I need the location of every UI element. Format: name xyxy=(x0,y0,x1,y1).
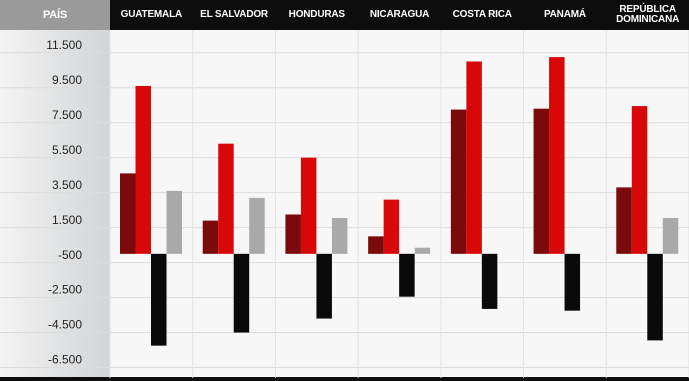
header-band xyxy=(0,0,689,30)
bar xyxy=(647,253,663,341)
bar xyxy=(616,187,632,254)
bar xyxy=(533,108,550,254)
bar xyxy=(218,143,234,254)
y-tick-label: 11.500 xyxy=(46,38,82,52)
bar xyxy=(300,157,317,254)
bar xyxy=(549,57,565,254)
category-header: NICARAGUA xyxy=(369,9,430,20)
y-tick-label: 3.500 xyxy=(52,178,82,192)
header-corner xyxy=(0,0,110,30)
bar xyxy=(331,217,348,254)
y-tick-label: -4.500 xyxy=(48,318,82,332)
bar xyxy=(233,253,250,333)
bar xyxy=(414,247,431,254)
category-header: GUATEMALA xyxy=(120,9,183,20)
bar xyxy=(285,214,301,254)
bar xyxy=(662,217,679,254)
bar xyxy=(466,61,482,254)
y-tick-label: -2.500 xyxy=(48,283,82,297)
category-header: COSTA RICA xyxy=(452,9,512,20)
y-tick-label: 7.500 xyxy=(52,108,82,122)
category-header: EL SALVADOR xyxy=(200,9,268,20)
bar xyxy=(368,236,384,254)
bar xyxy=(631,106,648,254)
y-tick-label: -500 xyxy=(58,248,82,262)
bar xyxy=(450,109,467,254)
bar xyxy=(481,253,498,309)
bottom-rule xyxy=(0,377,689,381)
bar xyxy=(166,190,182,254)
bar xyxy=(399,253,415,297)
corner-label: PAÍS xyxy=(42,9,68,21)
category-header: REPÚBLICA DOMINICANA xyxy=(616,4,680,25)
bar xyxy=(202,220,219,254)
bar xyxy=(120,173,136,254)
y-tick-label: 1.500 xyxy=(52,213,82,227)
category-header: HONDURAS xyxy=(288,9,345,20)
bar xyxy=(564,253,581,311)
bar xyxy=(151,253,167,346)
bar xyxy=(135,85,151,254)
y-tick-label: 5.500 xyxy=(52,143,82,157)
bar xyxy=(383,199,400,254)
y-tick-label: 9.500 xyxy=(52,73,82,87)
bar xyxy=(249,197,265,254)
y-tick-label: -6.500 xyxy=(48,353,82,367)
bar xyxy=(316,253,332,319)
category-header: PANAMÁ xyxy=(543,9,586,20)
